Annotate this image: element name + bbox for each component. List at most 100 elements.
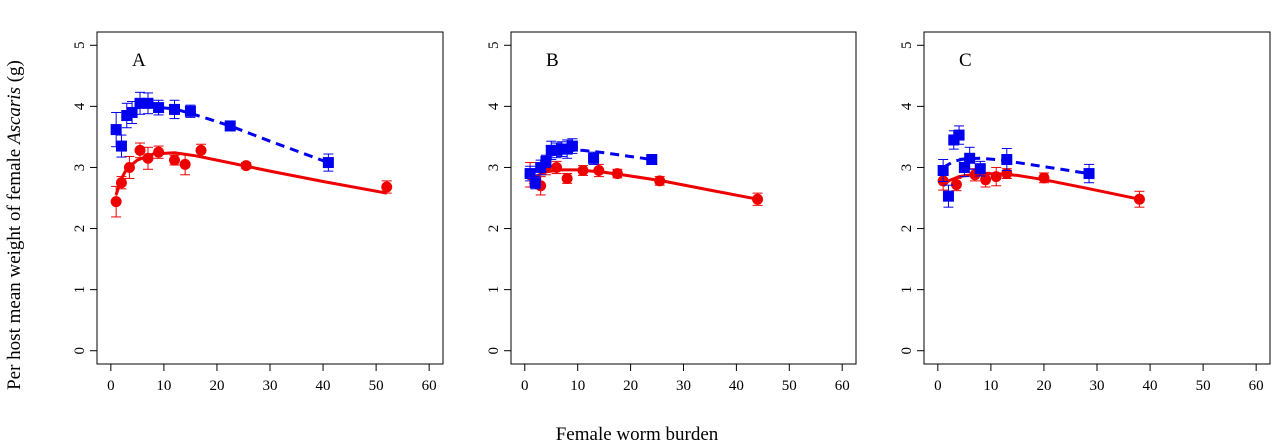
data-point-square [134,97,146,109]
plot-frame [923,31,1271,365]
data-point-square [937,165,949,177]
x-tick-label: 20 [209,378,224,394]
data-point-square [169,103,181,115]
y-tick-label: 1 [486,286,502,294]
data-point-square [126,106,138,118]
data-point-square [529,177,541,189]
data-point-square [524,168,536,180]
x-tick-label: 60 [1249,378,1264,394]
panel-label: A [132,50,146,71]
data-point-circle [577,165,589,177]
data-point-square [535,161,547,173]
x-tick-label: 30 [1090,378,1105,394]
y-tick-label: 2 [899,225,915,233]
x-tick-label: 20 [623,378,638,394]
data-point-square [224,120,236,132]
data-point-square [958,161,970,173]
y-tick-label: 0 [72,347,88,355]
data-point-square [588,152,600,164]
x-tick-label: 30 [676,378,691,394]
x-tick-label: 10 [570,378,585,394]
data-point-circle [115,177,127,189]
y-tick-label: 4 [899,102,915,110]
data-point-circle [153,146,165,158]
x-tick-label: 40 [316,378,331,394]
x-tick-label: 60 [422,378,437,394]
plot-frame [510,31,857,365]
data-point-square [110,124,122,136]
panel-label: C [959,50,972,71]
data-point-square [322,157,334,169]
x-tick-label: 50 [369,378,384,394]
data-point-square [964,152,976,164]
data-point-square [566,140,578,152]
panel-b: 0 10 20 30 40 50 60 0 1 2 3 4 5 B [486,31,857,394]
panel-a: 0 10 20 30 40 50 60 0 1 2 3 4 5 A [72,31,444,394]
x-tick-label: 10 [156,378,171,394]
y-axis-title: Per host mean weight of female Ascaris (… [4,60,25,390]
data-point-square [153,102,165,114]
y-tick-label: 5 [899,42,915,50]
x-tick-label: 50 [1196,378,1211,394]
y-tick-label: 0 [486,347,502,355]
x-tick-label: 0 [521,378,529,394]
series-circles [937,166,1145,208]
x-tick-label: 10 [983,378,998,394]
data-point-circle [381,181,393,193]
data-point-square [974,163,986,175]
data-point-square [184,105,196,117]
data-point-circle [110,196,122,208]
fit-line [942,156,1090,176]
data-point-circle [980,174,992,186]
data-point-square [942,190,954,202]
data-point-square [540,155,552,167]
x-tick-label: 0 [934,378,942,394]
data-point-square [115,140,127,152]
fit-line [114,151,387,196]
y-tick-label: 4 [486,102,502,110]
data-point-circle [593,165,605,177]
data-point-circle [179,158,191,170]
data-point-square [1083,168,1095,180]
y-tick-label: 1 [899,286,915,294]
x-tick-label: 20 [1036,378,1051,394]
data-point-circle [990,171,1002,183]
y-tick-label: 3 [899,164,915,172]
data-point-square [1001,154,1013,166]
data-point-square [953,129,965,141]
data-point-circle [123,161,135,173]
data-point-circle [950,179,962,191]
series-squares [937,125,1095,208]
data-point-circle [1038,172,1050,184]
y-tick-label: 0 [899,347,915,355]
series-squares [524,138,658,190]
data-point-square [646,154,658,166]
x-tick-label: 60 [835,378,850,394]
x-tick-label: 40 [1143,378,1158,394]
y-tick-label: 2 [72,225,88,233]
data-point-circle [142,152,154,164]
panel-label: B [546,50,559,71]
data-point-circle [551,161,563,173]
series-circles [110,142,393,218]
data-point-circle [240,160,252,172]
data-point-square [142,97,154,109]
y-tick-label: 3 [486,164,502,172]
panel-c: 0 10 20 30 40 50 60 0 1 2 3 4 5 C [899,31,1271,394]
x-axis-title: Female worm burden [556,424,719,445]
series-squares [110,91,334,172]
data-point-circle [169,154,181,166]
y-tick-label: 5 [72,42,88,50]
data-point-circle [1133,193,1145,205]
x-tick-label: 30 [263,378,278,394]
data-point-circle [561,172,573,184]
series-circles [524,159,764,206]
y-tick-label: 2 [486,225,502,233]
x-tick-label: 40 [729,378,744,394]
y-tick-label: 5 [486,42,502,50]
data-point-circle [611,168,623,180]
y-tick-label: 1 [72,286,88,294]
y-tick-label: 3 [72,164,88,172]
